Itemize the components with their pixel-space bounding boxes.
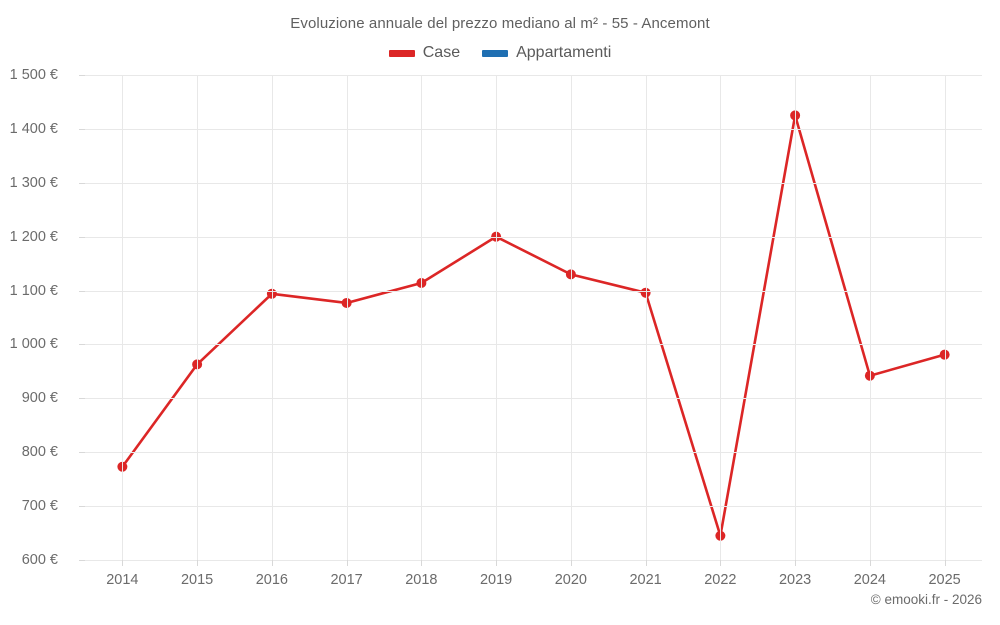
- y-axis-tick-label: 800 €: [21, 444, 58, 461]
- legend-item-label: Case: [422, 44, 461, 61]
- y-axis-tick-label: 600 €: [21, 552, 58, 568]
- x-gridline: [122, 75, 124, 560]
- y-gridline: [85, 128, 982, 130]
- legend-swatch-icon: [482, 49, 509, 57]
- y-gridline: [85, 75, 982, 76]
- x-tick-mark: [496, 560, 498, 566]
- x-axis-tick-label: 2019: [479, 572, 513, 588]
- y-axis-tick-label: 1 000 €: [9, 336, 58, 353]
- x-tick-mark: [346, 560, 348, 566]
- y-gridline: [85, 290, 982, 292]
- plot-area: 600 € 700 € 800 € 900 € 1 000 € 1 100 € 1 200 …: [10, 67, 982, 588]
- x-gridline: [795, 75, 797, 560]
- x-tick-mark: [271, 560, 273, 566]
- x-tick-mark: [645, 560, 647, 566]
- y-axis-tick-label: 900 €: [21, 390, 58, 407]
- x-tick-mark: [869, 560, 871, 566]
- chart-title: Evoluzione annuale del prezzo mediano al…: [290, 15, 710, 32]
- y-tick-mark: [79, 398, 85, 400]
- y-tick-mark: [79, 236, 85, 238]
- x-tick-mark: [122, 560, 124, 566]
- y-gridline: [85, 398, 982, 400]
- chart-legend: Case Appartamenti: [0, 44, 1000, 62]
- legend-item-case[interactable]: Case: [388, 44, 461, 62]
- x-gridline: [421, 75, 423, 560]
- x-gridline: [197, 75, 199, 560]
- y-gridline: [85, 506, 982, 508]
- footer-credit: © emooki.fr - 2026: [870, 592, 982, 607]
- x-tick-mark: [421, 560, 423, 566]
- x-axis-tick-label: 2025: [928, 572, 961, 588]
- y-axis-tick-label: 1 100 €: [9, 282, 58, 299]
- y-tick-mark: [79, 128, 85, 130]
- y-axis-tick-label: 1 300 €: [9, 174, 58, 191]
- y-tick-mark: [79, 560, 85, 561]
- x-gridline: [496, 75, 498, 560]
- x-axis-tick-label: 2014: [106, 572, 139, 588]
- x-gridline: [346, 75, 348, 560]
- y-tick-mark: [79, 182, 85, 184]
- y-tick-mark: [79, 452, 85, 454]
- y-gridline: [85, 182, 982, 184]
- x-gridline: [944, 75, 946, 560]
- x-gridline: [645, 75, 647, 560]
- y-tick-mark: [79, 290, 85, 292]
- x-gridline: [869, 75, 871, 560]
- series-line-case: [121, 114, 946, 538]
- x-gridline: [570, 75, 572, 560]
- y-gridline: [85, 344, 982, 346]
- y-tick-mark: [79, 506, 85, 508]
- y-gridline: [85, 236, 982, 238]
- x-tick-mark: [795, 560, 797, 566]
- x-tick-mark: [944, 560, 946, 566]
- legend-item-label: Appartamenti: [516, 44, 612, 61]
- legend-swatch-icon: [388, 49, 415, 57]
- x-tick-mark: [570, 560, 572, 566]
- x-tick-mark: [720, 560, 722, 566]
- y-axis-tick-label: 1 400 €: [9, 120, 58, 137]
- x-axis-tick-label: 2022: [704, 572, 737, 588]
- x-axis-tick-label: 2018: [405, 572, 438, 588]
- series-layer: [117, 110, 950, 541]
- legend-item-appartamenti[interactable]: Appartamenti: [482, 44, 611, 62]
- y-tick-mark: [79, 344, 85, 346]
- x-axis-tick-label: 2024: [853, 572, 887, 588]
- y-axis-tick-label: 1 500 €: [9, 67, 58, 83]
- y-axis-tick-label: 1 200 €: [9, 228, 58, 245]
- x-tick-mark: [197, 560, 199, 566]
- x-axis-tick-label: 2020: [554, 572, 588, 588]
- x-axis-tick-label: 2016: [255, 572, 289, 588]
- y-axis-tick-label: 700 €: [21, 498, 58, 515]
- x-axis-tick-label: 2023: [778, 572, 812, 588]
- x-axis-tick-label: 2021: [629, 572, 662, 588]
- y-gridline: [85, 560, 982, 561]
- x-axis-tick-label: 2017: [330, 572, 363, 588]
- x-axis-tick-label: 2015: [180, 572, 214, 588]
- x-gridline: [720, 75, 722, 560]
- y-tick-mark: [79, 75, 85, 76]
- y-gridline: [85, 452, 982, 454]
- x-gridline: [271, 75, 273, 560]
